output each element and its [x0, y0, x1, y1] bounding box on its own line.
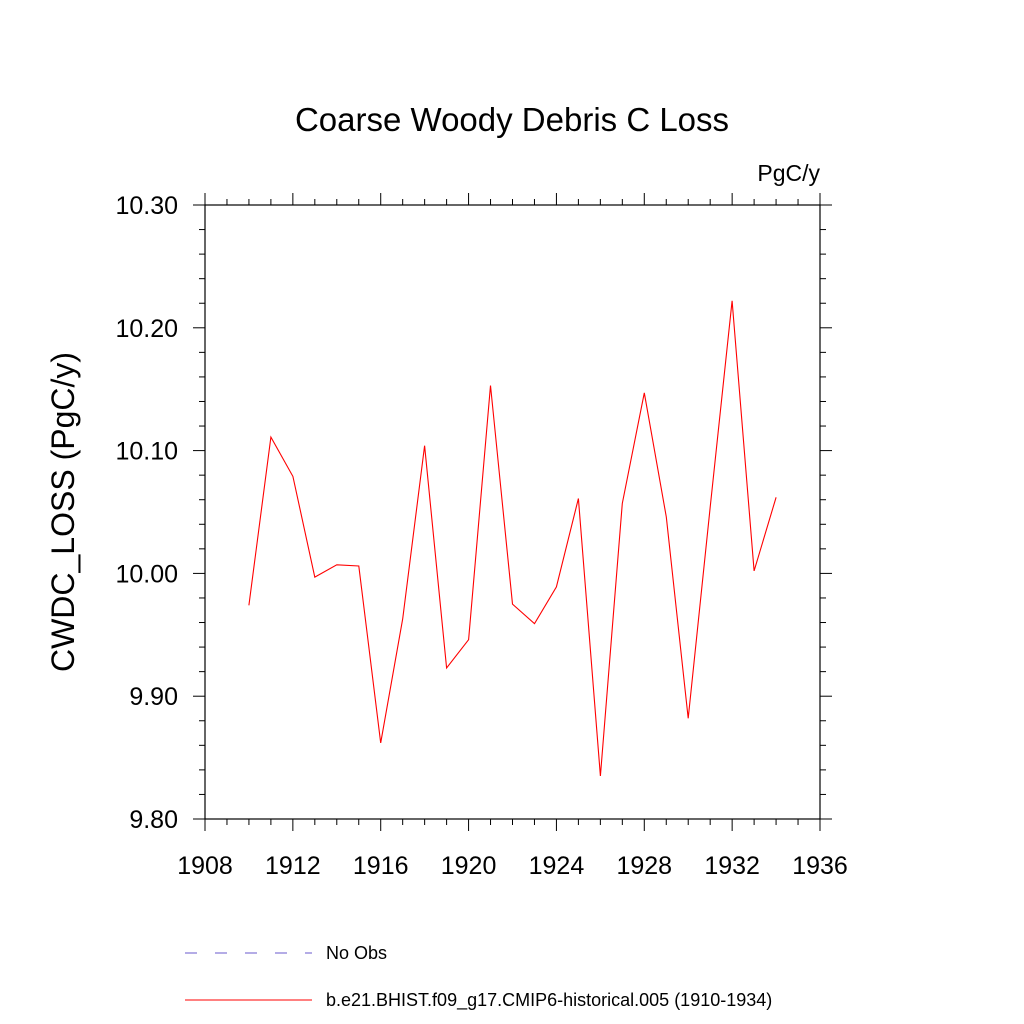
x-tick-label: 1908: [177, 852, 233, 880]
legend-label-historical: b.e21.BHIST.f09_g17.CMIP6-historical.005…: [326, 990, 772, 1011]
x-tick-label: 1932: [704, 852, 760, 880]
y-tick-label: 10.30: [115, 192, 178, 220]
axis-ticks: [193, 193, 832, 831]
x-tick-label: 1928: [616, 852, 672, 880]
x-tick-label: 1916: [353, 852, 409, 880]
chart-title: Coarse Woody Debris C Loss: [295, 101, 729, 138]
x-tick-label: 1936: [792, 852, 848, 880]
legend: No Obs b.e21.BHIST.f09_g17.CMIP6-histori…: [185, 943, 772, 1011]
x-tick-label: 1912: [265, 852, 321, 880]
y-tick-label: 10.10: [115, 438, 178, 466]
y-tick-label: 9.80: [129, 806, 178, 834]
y-tick-label: 10.20: [115, 315, 178, 343]
y-tick-labels: 9.80 9.90 10.00 10.10 10.20 10.30: [115, 192, 178, 834]
x-tick-labels: 1908 1912 1916 1920 1924 1928 1932 1936: [177, 852, 848, 880]
y-tick-label: 10.00: [115, 560, 178, 588]
units-label: PgC/y: [757, 160, 820, 186]
y-tick-label: 9.90: [129, 683, 178, 711]
x-tick-label: 1924: [529, 852, 585, 880]
x-tick-label: 1920: [441, 852, 497, 880]
legend-label-no-obs: No Obs: [326, 943, 387, 963]
series-group: [248, 300, 777, 777]
y-axis-label: CWDC_LOSS (PgC/y): [45, 352, 81, 672]
series-line: [248, 300, 777, 777]
plot-frame: [204, 204, 821, 820]
